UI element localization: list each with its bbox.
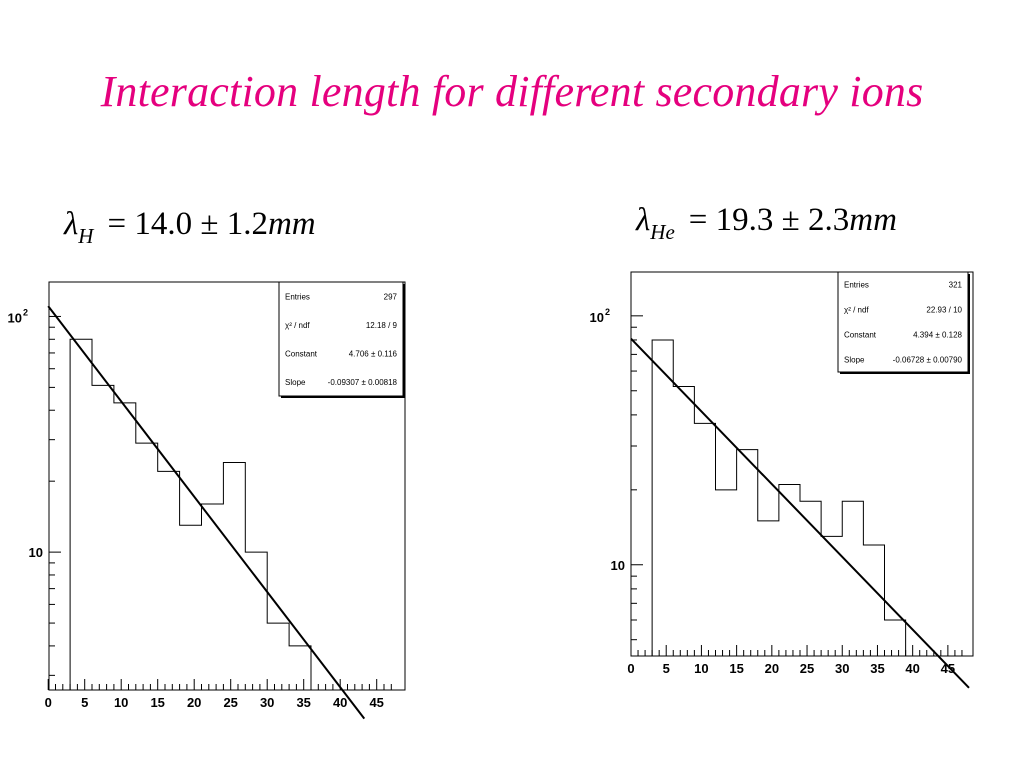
x-tick-label: 25	[223, 695, 237, 710]
histogram-bin	[716, 490, 737, 656]
histogram-bin	[180, 525, 202, 690]
x-tick-label: 35	[870, 661, 884, 676]
histogram-bin	[885, 620, 906, 656]
stats-box	[278, 281, 404, 397]
stats-value: -0.06728 ± 0.00790	[893, 356, 963, 365]
y-tick-label: 10	[611, 558, 625, 573]
plot-frame	[630, 271, 974, 657]
histogram-bin	[70, 339, 92, 690]
lambda-value: = 14.0 ± 1.2	[107, 206, 268, 242]
y-tick-exponent: 2	[605, 307, 610, 317]
x-tick-label: 5	[81, 695, 88, 710]
histogram-outline	[69, 338, 312, 690]
y-tick-exponent: 2	[23, 307, 28, 317]
x-tick-label: 40	[905, 661, 919, 676]
stats-label: Constant	[285, 349, 318, 358]
histogram-bin	[652, 340, 673, 656]
histogram-bin	[842, 501, 863, 656]
x-tick-label: 10	[694, 661, 708, 676]
histogram-bin	[737, 450, 758, 656]
slide-title: Interaction length for different seconda…	[100, 67, 924, 116]
stats-label: Slope	[844, 356, 865, 365]
stats-value: -0.09307 ± 0.00818	[328, 378, 398, 387]
x-tick-label: 15	[150, 695, 164, 710]
stats-value: 4.394 ± 0.128	[913, 331, 962, 340]
histogram-bin	[758, 521, 779, 656]
x-tick-label: 35	[296, 695, 310, 710]
histogram-outline	[651, 339, 907, 656]
stats-value: 297	[384, 292, 398, 301]
stats-label: χ² / ndf	[844, 306, 869, 315]
stats-value: 4.706 ± 0.116	[349, 349, 398, 358]
histogram-bin	[92, 385, 114, 690]
lambda-h-formula: λH = 14.0 ± 1.2mm	[64, 206, 316, 248]
stats-label: Entries	[285, 292, 310, 301]
lambda-subscript: H	[78, 224, 94, 248]
lambda-unit: mm	[849, 202, 897, 238]
x-tick-label: 0	[627, 661, 634, 676]
lambda-he-formula: λHe = 19.3 ± 2.3mm	[636, 202, 897, 244]
x-tick-label: 15	[729, 661, 743, 676]
y-tick-label: 10	[8, 310, 22, 325]
y-tick-label: 10	[590, 310, 604, 325]
x-tick-label: 25	[800, 661, 814, 676]
histogram-bin	[114, 403, 136, 690]
stats-box	[837, 271, 969, 373]
x-tick-label: 30	[835, 661, 849, 676]
x-tick-label: 40	[333, 695, 347, 710]
stats-label: χ² / ndf	[285, 321, 310, 330]
x-tick-label: 10	[114, 695, 128, 710]
lambda-subscript: He	[650, 220, 675, 244]
histogram-bin	[223, 463, 245, 690]
x-tick-label: 0	[45, 695, 52, 710]
x-tick-label: 30	[260, 695, 274, 710]
stats-value: 12.18 / 9	[366, 321, 398, 330]
x-tick-label: 45	[941, 661, 955, 676]
lambda-symbol: λ	[64, 206, 79, 242]
lambda-value: = 19.3 ± 2.3	[688, 202, 850, 238]
plot-frame	[48, 281, 406, 691]
x-tick-label: 5	[663, 661, 670, 676]
stats-label: Slope	[285, 378, 306, 387]
lambda-unit: mm	[267, 206, 316, 242]
stats-value: 321	[949, 281, 963, 290]
fit-line	[47, 305, 366, 720]
fit-line	[630, 337, 970, 689]
x-tick-label: 20	[765, 661, 779, 676]
histogram-bin	[136, 443, 158, 690]
histogram-bin	[289, 646, 311, 690]
lambda-symbol: λ	[636, 202, 651, 238]
y-tick-label: 10	[29, 545, 43, 560]
histogram-bin	[673, 387, 694, 656]
stats-value: 22.93 / 10	[926, 306, 962, 315]
histogram-bin	[863, 545, 884, 656]
histogram-bin	[158, 471, 180, 690]
stats-label: Constant	[844, 331, 877, 340]
x-tick-label: 20	[187, 695, 201, 710]
histogram-bin	[245, 552, 267, 690]
histogram-bin	[267, 623, 289, 690]
x-tick-label: 45	[369, 695, 383, 710]
stats-label: Entries	[844, 281, 869, 290]
histogram-bin	[694, 423, 715, 656]
